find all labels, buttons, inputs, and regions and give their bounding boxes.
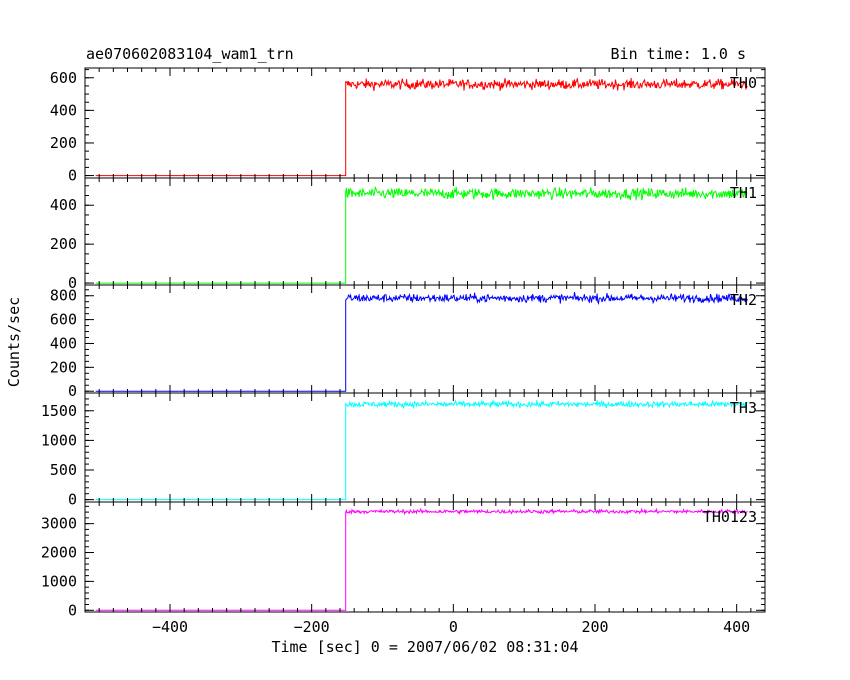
y-tick-label: 1000 [41,431,77,449]
y-tick-label: 400 [50,334,77,352]
series-th2-line [95,292,748,392]
y-tick-label: 200 [50,358,77,376]
y-tick-label: 0 [68,274,77,292]
series-label-th1: TH1 [730,184,757,202]
y-tick-label: 0 [68,382,77,400]
series-th1-line [95,186,748,284]
bin-time-label: Bin time: 1.0 s [610,45,746,63]
y-tick-label: 0 [68,491,77,509]
y-tick-label: 400 [50,101,77,119]
series-th0-line [95,77,748,177]
chart-title: ae070602083104_wam1_trn [86,45,294,63]
y-tick-label: 3000 [41,515,77,533]
y-tick-label: 600 [50,311,77,329]
x-tick-label: −200 [294,618,330,636]
x-tick-label: 400 [723,618,750,636]
x-tick-label: 200 [581,618,608,636]
series-th0123-line [95,507,748,611]
y-tick-label: 200 [50,134,77,152]
y-tick-label: 600 [50,69,77,87]
y-tick-label: 2000 [41,544,77,562]
y-tick-label: 200 [50,235,77,253]
series-label-th0123: TH0123 [703,508,757,526]
panel-frame-th2 [84,284,766,394]
series-th3-line [95,399,748,501]
panel-frame-th0123 [84,501,766,613]
x-tick-label: −400 [152,618,188,636]
y-tick-label: 400 [50,196,77,214]
y-tick-label: 500 [50,461,77,479]
y-tick-label: 1000 [41,572,77,590]
x-tick-label: 0 [449,618,458,636]
series-label-th2: TH2 [730,291,757,309]
y-tick-label: 800 [50,287,77,305]
panel-frame-th3 [84,392,766,503]
panel-frame-th0 [84,67,766,179]
y-tick-label: 0 [68,167,77,185]
y-tick-label: 0 [68,601,77,619]
series-label-th0: TH0 [730,74,757,92]
x-axis-label: Time [sec] 0 = 2007/06/02 08:31:04 [271,638,579,656]
series-label-th3: TH3 [730,399,757,417]
y-tick-label: 1500 [41,402,77,420]
